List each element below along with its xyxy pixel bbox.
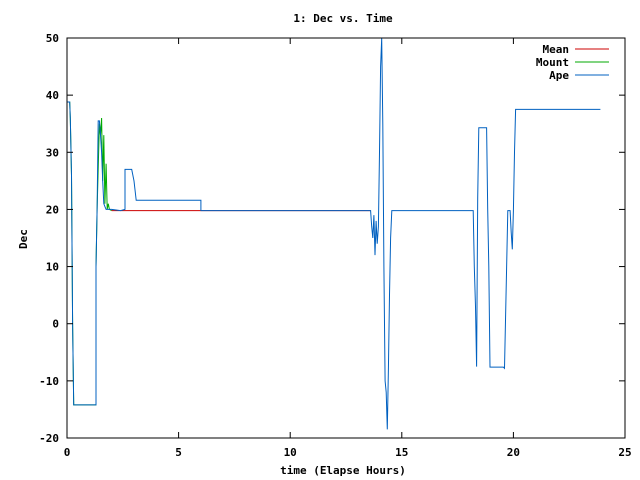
y-tick-label: 10 bbox=[46, 261, 59, 274]
series-layer bbox=[67, 37, 601, 430]
x-tick-label: 10 bbox=[284, 446, 297, 459]
legend-label-mean: Mean bbox=[543, 43, 570, 56]
legend-label-ape: Ape bbox=[549, 69, 569, 82]
legend-label-mount: Mount bbox=[536, 56, 569, 69]
y-tick-label: 30 bbox=[46, 146, 59, 159]
x-tick-label: 20 bbox=[507, 446, 520, 459]
tick-layer: 0 5 10 15 20 25 -20 -10 0 10 20 30 40 50 bbox=[39, 32, 632, 459]
x-tick-label: 15 bbox=[395, 446, 408, 459]
y-tick-label: 0 bbox=[52, 318, 59, 331]
x-tick-label: 5 bbox=[175, 446, 182, 459]
y-tick-label: -20 bbox=[39, 432, 59, 445]
x-tick-label: 25 bbox=[618, 446, 631, 459]
y-axis-label: Dec bbox=[17, 229, 30, 249]
y-tick-label: 20 bbox=[46, 203, 59, 216]
plot-frame bbox=[66, 37, 626, 439]
chart-title: 1: Dec vs. Time bbox=[293, 12, 393, 25]
y-tick-label: -10 bbox=[39, 375, 59, 388]
y-tick-label: 40 bbox=[46, 89, 59, 102]
x-axis-label: time (Elapse Hours) bbox=[280, 464, 406, 477]
series-line-ape bbox=[67, 37, 601, 430]
x-tick-label: 0 bbox=[64, 446, 71, 459]
y-tick-label: 50 bbox=[46, 32, 59, 45]
